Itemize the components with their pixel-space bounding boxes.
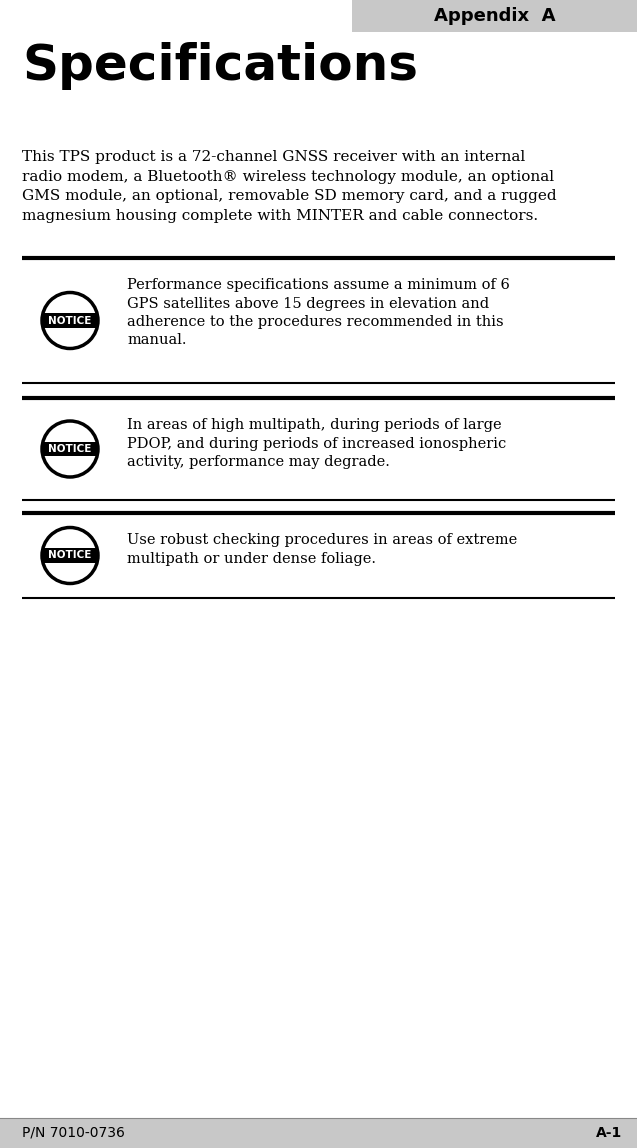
- Text: adherence to the procedures recommended in this: adherence to the procedures recommended …: [127, 315, 504, 329]
- Circle shape: [42, 527, 98, 583]
- FancyBboxPatch shape: [0, 1118, 637, 1148]
- FancyBboxPatch shape: [43, 549, 96, 563]
- Text: activity, performance may degrade.: activity, performance may degrade.: [127, 455, 390, 470]
- Text: A-1: A-1: [596, 1126, 622, 1140]
- FancyBboxPatch shape: [43, 442, 96, 456]
- Text: GPS satellites above 15 degrees in elevation and: GPS satellites above 15 degrees in eleva…: [127, 296, 489, 310]
- Text: GMS module, an optional, removable SD memory card, and a rugged: GMS module, an optional, removable SD me…: [22, 189, 557, 203]
- Text: Performance specifications assume a minimum of 6: Performance specifications assume a mini…: [127, 278, 510, 292]
- Text: NOTICE: NOTICE: [48, 551, 92, 560]
- Text: This TPS product is a 72-channel GNSS receiver with an internal: This TPS product is a 72-channel GNSS re…: [22, 150, 526, 164]
- Circle shape: [42, 421, 98, 478]
- Text: In areas of high multipath, during periods of large: In areas of high multipath, during perio…: [127, 418, 501, 432]
- Text: P/N 7010-0736: P/N 7010-0736: [22, 1126, 125, 1140]
- FancyBboxPatch shape: [352, 0, 637, 32]
- Text: Use robust checking procedures in areas of extreme: Use robust checking procedures in areas …: [127, 533, 517, 546]
- Text: multipath or under dense foliage.: multipath or under dense foliage.: [127, 551, 376, 566]
- Circle shape: [42, 293, 98, 349]
- Text: NOTICE: NOTICE: [48, 316, 92, 326]
- Text: Specifications: Specifications: [22, 42, 418, 90]
- Text: NOTICE: NOTICE: [48, 444, 92, 453]
- Text: PDOP, and during periods of increased ionospheric: PDOP, and during periods of increased io…: [127, 436, 506, 450]
- Text: radio modem, a Bluetooth® wireless technology module, an optional: radio modem, a Bluetooth® wireless techn…: [22, 170, 554, 184]
- Text: manual.: manual.: [127, 334, 187, 348]
- FancyBboxPatch shape: [43, 313, 96, 328]
- Text: magnesium housing complete with MINTER and cable connectors.: magnesium housing complete with MINTER a…: [22, 209, 538, 223]
- Text: Appendix  A: Appendix A: [434, 7, 555, 25]
